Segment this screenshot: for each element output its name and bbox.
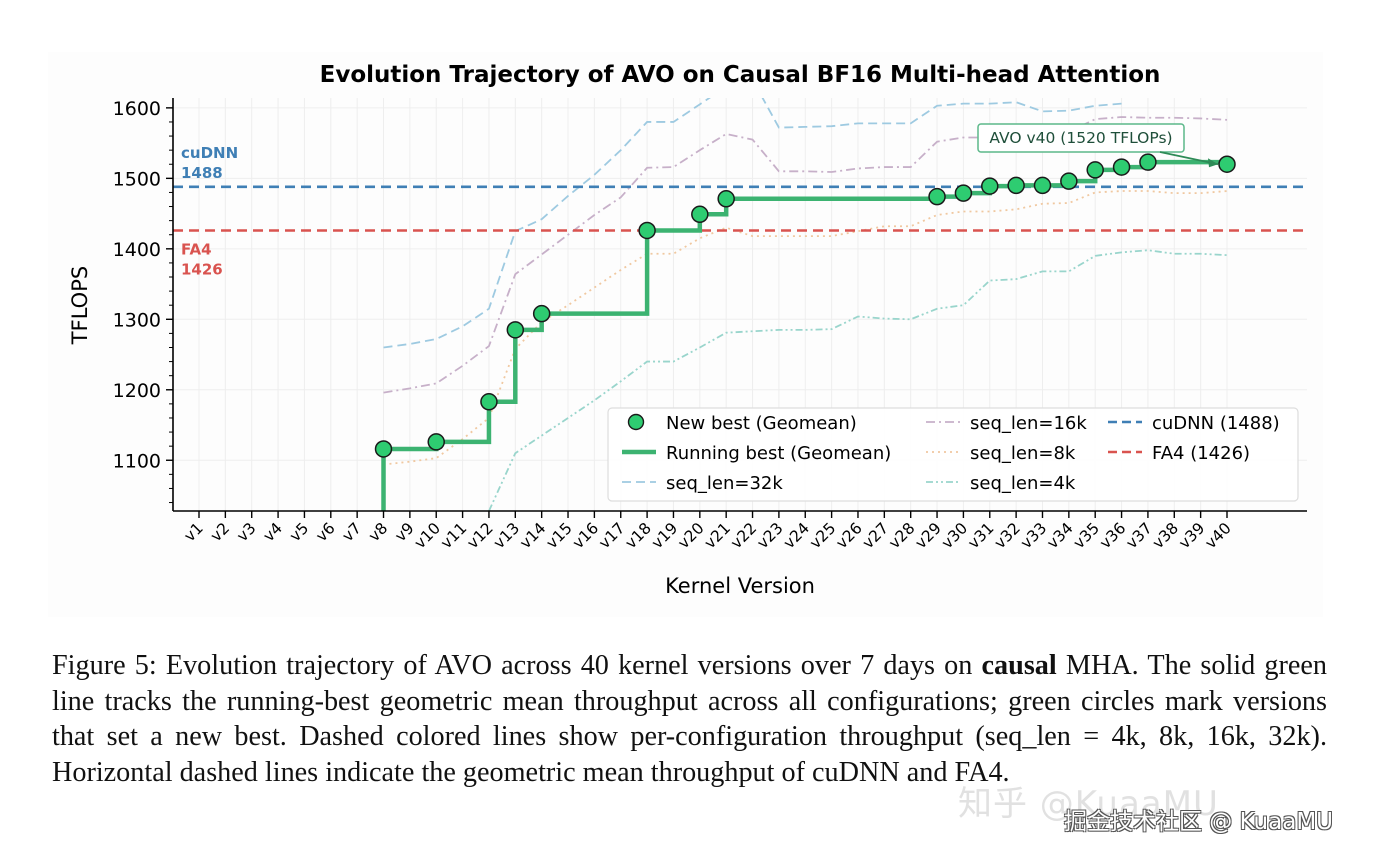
annotation-box [977,123,1185,153]
legend-label-running-best-geomean: Running best (Geomean) [666,443,891,464]
new-best-marker-v10 [427,433,445,451]
legend-label-seq-len-16k: seq_len=16k [970,413,1087,434]
legend-swatch-new-best-geomean [627,413,645,431]
legend-label-fa4-1426: FA4 (1426) [1152,443,1250,464]
new-best-marker-v36 [1112,158,1131,176]
legend: New best (Geomean) Running best (Geomean)… [607,407,1299,502]
watermark-juejin: 掘金技术社区 @ KuaaMU [1064,809,1334,835]
new-best-marker-v31 [981,177,999,195]
reference-lines: cuDNN 1488 FA4 1426 [173,144,1307,278]
y-tick-label: 1600 [113,98,161,120]
new-best-marker-v40 [1218,155,1236,173]
y-tick-label: 1500 [113,168,161,190]
caption-bold: causal [981,650,1057,681]
figure: Evolution Trajectory of AVO on Causal BF… [68,62,1307,598]
y-tick-label: 1200 [113,380,161,402]
legend-label-cudnn-1488: cuDNN (1488) [1152,413,1280,434]
y-tick-label: 1400 [113,239,161,261]
new-best-marker-v20 [691,205,709,224]
new-best-marker-v29 [928,187,946,206]
figure-caption: Figure 5: Evolution trajectory of AVO ac… [52,648,1327,790]
new-best-marker-v14 [532,304,551,323]
new-best-marker-v18 [638,221,656,240]
new-best-marker-v8 [374,440,393,458]
new-best-marker-v13 [506,321,525,339]
annotation-arrow [1159,151,1219,166]
series-line-seq-len-4k [488,249,1228,511]
y-tick-label: 1100 [113,450,161,472]
legend-label-new-best-geomean: New best (Geomean) [666,413,857,434]
new-best-marker-v37 [1139,153,1157,171]
new-best-marker-v35 [1086,161,1104,179]
legend-label-seq-len-4k: seq_len=4k [970,473,1076,494]
watermark-zhihu: 知乎 @KuaaMU [958,784,1219,824]
new-best-marker-v30 [954,184,973,202]
ref-value-cudnn: 1488 [181,164,223,182]
annotation-arrowhead [1208,158,1218,168]
series-line-seq-len-32k [383,98,1122,349]
y-tick-label: 1300 [113,309,161,331]
y-axis-label: TFLOPS [68,266,92,345]
annotation: AVO v40 (1520 TFLOPs) [977,123,1219,168]
ref-label-cudnn: cuDNN [181,144,238,162]
new-best-marker-v32 [1007,176,1025,195]
new-best-markers [374,153,1236,458]
caption-part1: Figure 5: Evolution trajectory of AVO ac… [52,650,982,681]
chart: Evolution Trajectory of AVO on Causal BF… [68,62,1307,598]
annotation-text: AVO v40 (1520 TFLOPs) [989,129,1172,147]
new-best-marker-v33 [1033,176,1052,195]
series-line-seq-len-8k [383,190,1228,466]
caption-part2: MHA. The solid green line tracks the run… [52,650,1327,788]
legend-box [607,407,1299,502]
new-best-marker-v12 [480,393,498,411]
ref-label-fa4: FA4 [181,240,212,258]
legend-label-seq-len-8k: seq_len=8k [970,443,1076,464]
new-best-marker-v34 [1060,172,1078,190]
new-best-marker-v21 [717,190,735,208]
legend-label-seq-len-32k: seq_len=32k [666,473,783,494]
ref-value-fa4: 1426 [181,260,223,278]
chart-title: Evolution Trajectory of AVO on Causal BF… [320,62,1161,88]
x-axis-label: Kernel Version [665,574,815,598]
